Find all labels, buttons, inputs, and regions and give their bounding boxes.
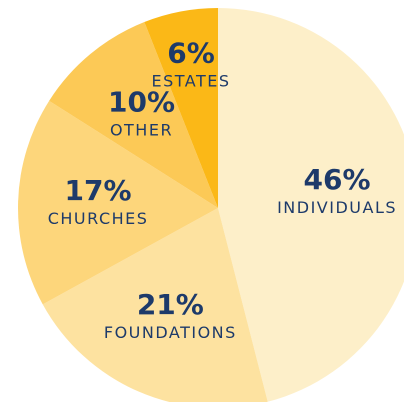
pie-slice <box>17 100 218 305</box>
slice-category-label: INDIVIDUALS <box>277 198 397 217</box>
slice-value-label: 46% <box>304 163 371 196</box>
slice-value-label: 10% <box>108 86 175 119</box>
pie-slice <box>144 7 218 208</box>
slice-value-label: 21% <box>137 288 204 321</box>
slice-category-label: CHURCHES <box>48 209 149 228</box>
pie-slice <box>49 22 218 208</box>
pie-slice <box>218 8 404 402</box>
slice-category-label: OTHER <box>110 121 173 140</box>
slice-value-label: 17% <box>65 174 132 207</box>
pie <box>17 7 404 402</box>
slice-category-label: FOUNDATIONS <box>104 323 237 342</box>
slice-value-label: 6% <box>167 37 215 70</box>
slice-category-label: ESTATES <box>151 72 230 91</box>
pie-slice <box>42 208 268 402</box>
